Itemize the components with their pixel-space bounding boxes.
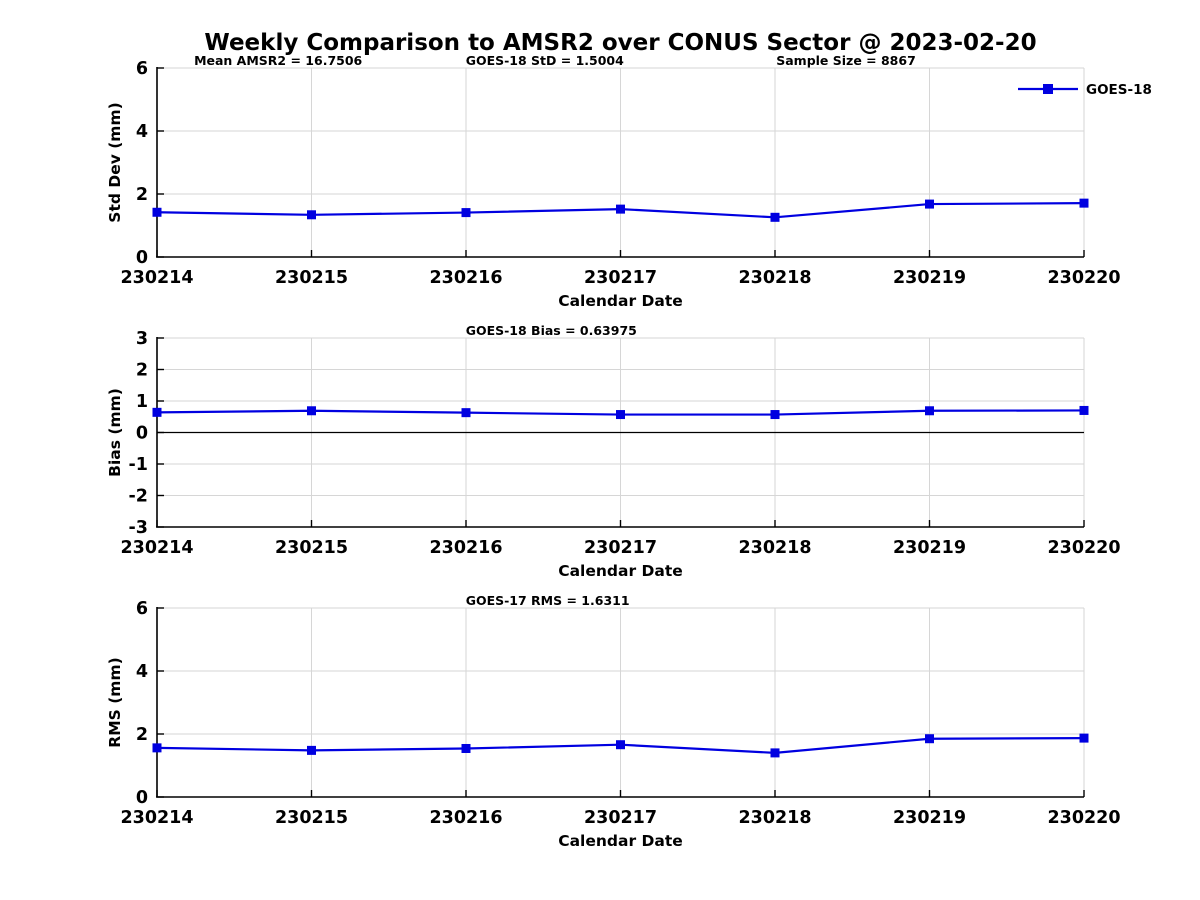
- data-point-marker: [925, 406, 934, 416]
- data-point-marker: [152, 207, 162, 217]
- y-tick-label: 6: [136, 599, 148, 619]
- y-axis-label: RMS (mm): [106, 657, 124, 747]
- x-tick-label: 230216: [429, 538, 502, 558]
- x-tick-label: 230218: [738, 268, 811, 288]
- x-tick-label: 230218: [738, 538, 811, 558]
- annotation: Sample Size = 8867: [776, 53, 916, 68]
- x-tick-label: 230217: [584, 808, 657, 828]
- y-tick-label: 1: [136, 392, 148, 412]
- legend-marker-sample: [1043, 84, 1053, 94]
- y-tick-label: 0: [136, 248, 148, 268]
- data-point-marker: [461, 743, 471, 753]
- x-tick-label: 230220: [1047, 268, 1120, 288]
- std-dev-chart: 0 2 4 6 230214 230215 230216 230217 230218 230219…: [106, 53, 1152, 310]
- data-point-marker: [1079, 405, 1089, 415]
- data-point-marker: [925, 734, 934, 744]
- x-tick-label: 230216: [429, 808, 502, 828]
- y-tick-label: 0: [136, 424, 148, 444]
- legend-label: GOES-18: [1086, 82, 1152, 98]
- data-point-marker: [770, 410, 780, 420]
- data-point-marker: [616, 204, 625, 214]
- y-tick-label: 2: [136, 725, 148, 745]
- chart-title: Weekly Comparison to AMSR2 over CONUS Se…: [204, 30, 1037, 56]
- x-tick-label: 230217: [584, 268, 657, 288]
- y-tick-label: 4: [136, 662, 148, 682]
- x-tick-label: 230219: [893, 268, 966, 288]
- x-tick-label: 230215: [275, 268, 348, 288]
- y-tick-label: -1: [129, 455, 148, 475]
- x-tick-label: 230216: [429, 268, 502, 288]
- y-axis-label: Bias (mm): [106, 388, 124, 477]
- y-tick-label: 2: [136, 185, 148, 205]
- data-point-marker: [1079, 733, 1089, 743]
- x-tick-label: 230215: [275, 808, 348, 828]
- data-point-marker: [307, 210, 316, 220]
- y-tick-label: 6: [136, 59, 148, 79]
- y-axis-label: Std Dev (mm): [106, 102, 124, 222]
- x-tick-label: 230219: [893, 808, 966, 828]
- data-point-marker: [616, 410, 625, 420]
- y-tick-label: -2: [129, 487, 148, 507]
- x-axis-label: Calendar Date: [558, 562, 683, 580]
- y-tick-label: 3: [136, 329, 148, 349]
- x-tick-label: 230220: [1047, 808, 1120, 828]
- x-tick-label: 230214: [120, 268, 193, 288]
- data-point-marker: [770, 212, 780, 222]
- x-tick-label: 230217: [584, 538, 657, 558]
- x-axis-label: Calendar Date: [558, 292, 683, 310]
- data-point-marker: [307, 745, 316, 755]
- data-point-marker: [461, 208, 471, 218]
- data-point-marker: [770, 748, 780, 758]
- data-point-marker: [152, 743, 162, 753]
- x-tick-label: 230214: [120, 538, 193, 558]
- y-tick-label: 2: [136, 361, 148, 381]
- data-point-marker: [925, 199, 934, 209]
- annotation: GOES-18 StD = 1.5004: [466, 53, 624, 68]
- data-point-marker: [152, 407, 162, 417]
- annotation: GOES-17 RMS = 1.6311: [466, 593, 630, 608]
- y-tick-label: 0: [136, 788, 148, 808]
- annotation: Mean AMSR2 = 16.7506: [194, 53, 362, 68]
- y-tick-label: 4: [136, 122, 148, 142]
- data-point-marker: [616, 740, 625, 750]
- y-tick-label: -3: [129, 518, 148, 538]
- data-point-marker: [461, 408, 471, 418]
- bias-chart: -3 -2 -1 0 1 2 3 230214 230215 230216 230217 230218…: [106, 323, 1121, 580]
- rms-chart: 0 2 4 6 230214 230215 230216 230217 230218 230219…: [106, 593, 1121, 850]
- x-tick-label: 230219: [893, 538, 966, 558]
- x-axis-label: Calendar Date: [558, 832, 683, 850]
- data-point-marker: [307, 406, 316, 416]
- x-tick-label: 230220: [1047, 538, 1120, 558]
- x-tick-label: 230218: [738, 808, 811, 828]
- data-point-marker: [1079, 198, 1089, 208]
- x-tick-label: 230214: [120, 808, 193, 828]
- x-tick-label: 230215: [275, 538, 348, 558]
- annotation: GOES-18 Bias = 0.63975: [466, 323, 637, 338]
